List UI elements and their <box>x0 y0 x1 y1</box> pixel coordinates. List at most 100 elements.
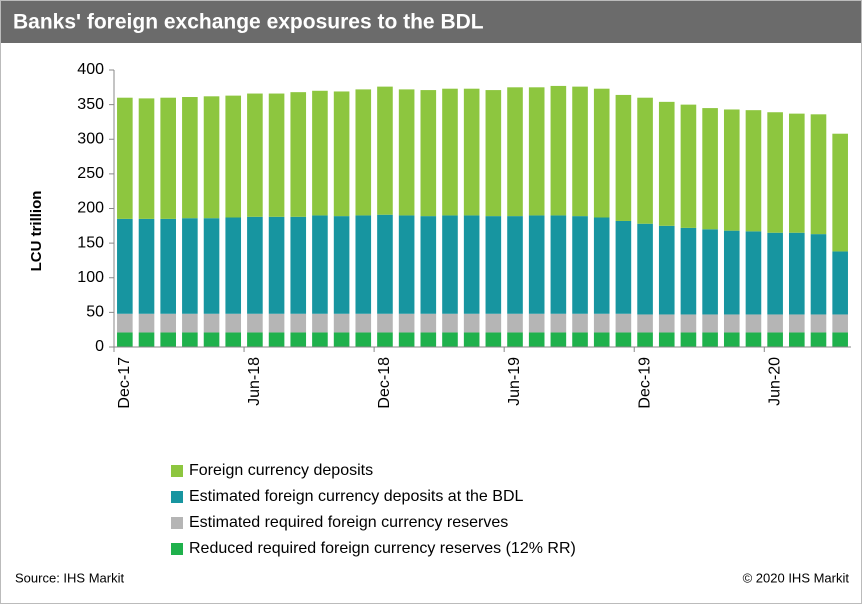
bar-segment <box>593 313 610 333</box>
bar-segment <box>658 314 675 333</box>
bar-segment <box>117 218 133 314</box>
bar-segment <box>745 314 762 333</box>
bar-segment <box>550 215 567 314</box>
bar-segment <box>225 332 242 347</box>
bar-segment <box>225 95 242 218</box>
y-tick-label: 300 <box>77 130 104 147</box>
bar-segment <box>702 229 718 315</box>
bar-segment <box>312 215 328 314</box>
bar-segment <box>593 217 610 314</box>
y-tick-label: 350 <box>77 96 104 113</box>
bar-segment <box>355 215 372 314</box>
bar-segment <box>528 87 545 216</box>
bar-segment <box>247 332 263 347</box>
bar-segment <box>117 332 133 347</box>
bar-segment <box>615 220 632 314</box>
x-tick-label: Dec-18 <box>376 357 393 409</box>
x-tick-label: Jun-18 <box>246 357 263 406</box>
y-tick-label: 0 <box>95 338 104 355</box>
bar-segment <box>182 332 198 347</box>
bar-segment <box>182 218 198 314</box>
bar-segment <box>615 332 632 347</box>
bar-segment <box>745 231 762 315</box>
bar-segment <box>702 108 718 230</box>
bar-segment <box>398 215 415 314</box>
bar-segment <box>810 114 827 235</box>
bar-segment <box>550 313 567 333</box>
bar-segment <box>268 93 285 217</box>
bar-segment <box>182 313 198 333</box>
bar-segment <box>377 86 393 215</box>
x-tick-label: Jun-20 <box>766 357 783 406</box>
x-tick-label: Jun-19 <box>506 357 523 406</box>
bar-segment <box>312 313 328 333</box>
legend-label: Estimated foreign currency deposits at t… <box>189 488 523 505</box>
bar-segment <box>658 225 675 315</box>
y-tick-label: 250 <box>77 165 104 182</box>
bar-segment <box>789 113 805 233</box>
bar-segment <box>268 216 285 314</box>
bar-segment <box>658 332 675 347</box>
bar-segment <box>767 332 783 347</box>
bar-segment <box>398 89 415 216</box>
bar-segment <box>442 313 458 333</box>
bar-segment <box>463 332 480 347</box>
bar-segment <box>485 313 502 333</box>
bar-segment <box>723 109 740 231</box>
bar-segment <box>333 91 350 217</box>
bar-segment <box>138 332 155 347</box>
bar-segment <box>702 314 718 333</box>
y-axis-label: LCU trillion <box>28 191 45 272</box>
bar-segment <box>637 314 653 333</box>
bar-segment <box>463 88 480 216</box>
bar-segment <box>333 216 350 314</box>
bar-segment <box>637 223 653 315</box>
bar-segment <box>247 313 263 333</box>
bar-segment <box>507 216 523 314</box>
bar-segment <box>355 313 372 333</box>
legend-swatch <box>171 491 183 503</box>
bar-segment <box>723 230 740 315</box>
copyright: © 2020 IHS Markit <box>743 570 850 585</box>
bar-segment <box>355 89 372 216</box>
bar-segment <box>789 232 805 315</box>
bar-segment <box>615 313 632 333</box>
bar-segment <box>290 313 307 333</box>
bar-segment <box>117 313 133 333</box>
bar-segment <box>203 96 220 219</box>
bar-segment <box>810 234 827 315</box>
bar-segment <box>680 104 697 228</box>
bar-segment <box>442 332 458 347</box>
bar-segment <box>528 332 545 347</box>
bar-segment <box>507 332 523 347</box>
x-tick-label: Dec-17 <box>116 357 133 409</box>
legend-swatch <box>171 517 183 529</box>
bar-segment <box>572 86 588 217</box>
bar-segment <box>160 332 176 347</box>
bar-segment <box>507 313 523 333</box>
bar-segment <box>789 332 805 347</box>
bar-segment <box>290 216 307 314</box>
bar-segment <box>702 332 718 347</box>
bar-segment <box>225 313 242 333</box>
bar-segment <box>398 313 415 333</box>
y-tick-label: 200 <box>77 200 104 217</box>
bar-segment <box>203 218 220 314</box>
bar-segment <box>485 216 502 314</box>
bar-segment <box>767 112 783 233</box>
bar-segment <box>485 332 502 347</box>
bar-segment <box>593 332 610 347</box>
title-bar <box>1 1 861 43</box>
bar-segment <box>832 332 848 347</box>
bar-segment <box>203 332 220 347</box>
bar-segment <box>182 97 198 219</box>
legend-swatch <box>171 465 183 477</box>
bar-segment <box>138 98 155 219</box>
bar-segment <box>832 133 848 252</box>
bar-segment <box>637 332 653 347</box>
bar-segment <box>767 314 783 333</box>
bar-segment <box>550 332 567 347</box>
source: Source: IHS Markit <box>15 570 124 585</box>
bar-segment <box>680 314 697 333</box>
